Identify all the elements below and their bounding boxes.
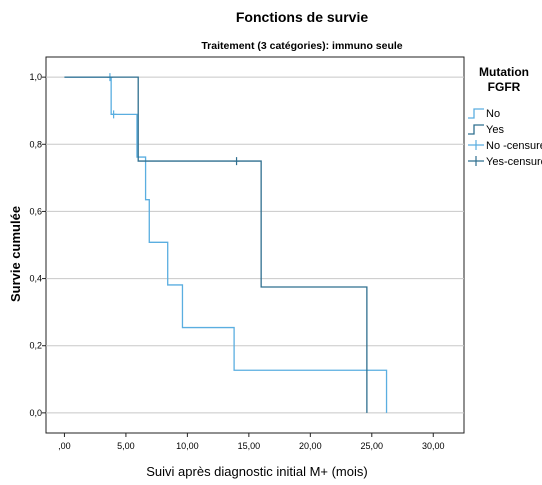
x-axis-ticks: ,00 5,00 10,00 15,00 20,00 25,00 30,00 [58,433,445,451]
censor-mark-no [110,110,117,119]
legend-entries: No Yes No -censuré Yes-censuré [468,108,542,168]
series-line-no [64,76,388,413]
y-axis-ticks: 0,0 0,2 0,4 0,6 0,8 1,0 [29,72,46,418]
plot-area [45,56,465,434]
censor-mark-yes [233,157,240,166]
legend: Mutation FGFR No Yes No -censuré Yes-censur… [468,65,542,168]
x-tick-label: 30,00 [422,441,445,451]
legend-swatch-step [468,124,484,135]
chart-title: Fonctions de survie [236,9,368,25]
y-tick-label: 0,8 [29,139,42,149]
x-tick-label: 5,00 [117,441,135,451]
legend-label: No -censuré [486,140,542,152]
gridlines [46,76,464,414]
y-tick-label: 0,4 [29,274,42,284]
series-line-yes [64,76,368,413]
series-layer [64,73,388,413]
y-tick-label: 1,0 [29,72,42,82]
plot-frame [45,56,465,434]
x-tick-label: 10,00 [176,441,199,451]
legend-title-line-1: Mutation [479,65,529,79]
y-tick-label: 0,2 [29,341,42,351]
y-tick-label: 0,6 [29,206,42,216]
legend-label: Yes [486,124,504,136]
legend-swatch-step [468,108,484,119]
legend-label: Yes-censuré [486,156,542,168]
x-tick-label: 15,00 [238,441,261,451]
x-tick-label: 25,00 [361,441,384,451]
legend-swatch-cross [468,140,484,150]
legend-swatch-cross [468,156,484,166]
x-axis-label: Suivi après diagnostic initial M+ (mois) [146,464,367,479]
legend-title-line-2: FGFR [488,80,521,94]
x-tick-label: ,00 [58,441,71,451]
x-tick-label: 20,00 [299,441,322,451]
legend-label: No [486,108,500,120]
chart-subtitle: Traitement (3 catégories): immuno seule [201,40,402,52]
y-tick-label: 0,0 [29,408,42,418]
y-axis-label: Survie cumulée [8,206,23,302]
